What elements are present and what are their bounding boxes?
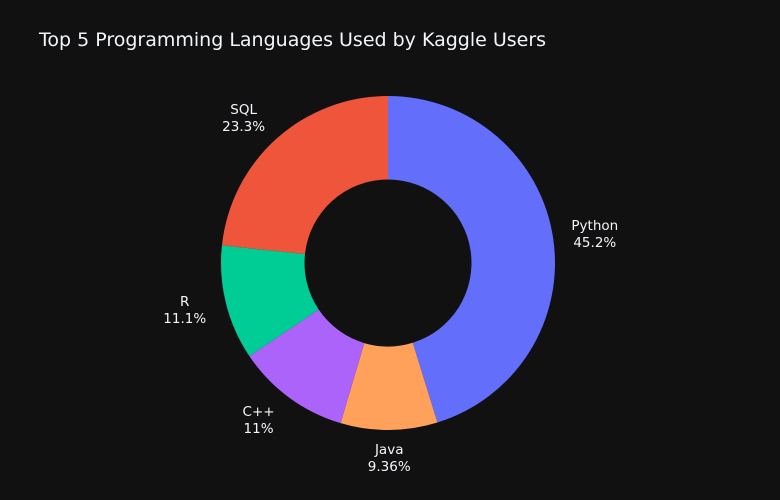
chart-title: Top 5 Programming Languages Used by Kagg… — [39, 29, 547, 51]
slice-label-r: R 11.1% — [163, 294, 206, 327]
slice-label-python: Python 45.2% — [571, 218, 618, 251]
slice-cplus[interactable] — [249, 309, 365, 424]
slice-python[interactable] — [388, 96, 556, 423]
slice-label-cplus: C++ 11% — [243, 404, 275, 437]
slice-r[interactable] — [221, 245, 319, 357]
slice-label-sql: SQL 23.3% — [222, 102, 265, 135]
slice-sql[interactable] — [221, 96, 388, 255]
slice-label-java: Java 9.36% — [368, 442, 411, 475]
slice-java[interactable] — [340, 342, 438, 430]
